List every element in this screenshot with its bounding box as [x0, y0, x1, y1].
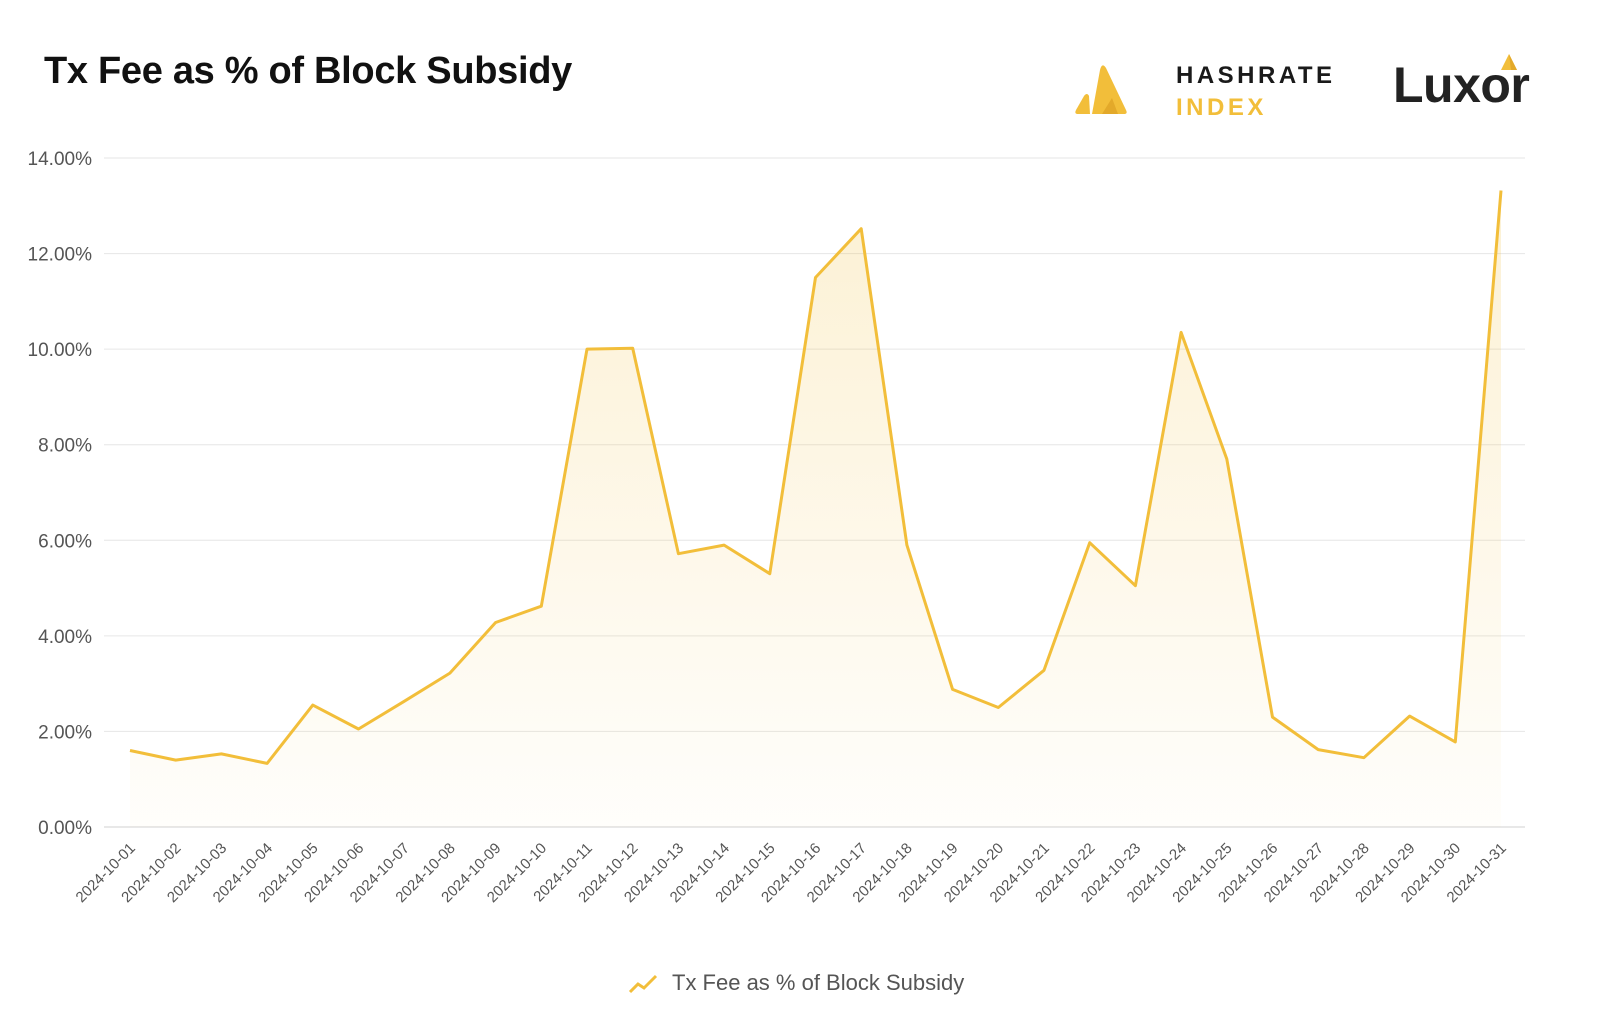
chart-title: Tx Fee as % of Block Subsidy [44, 50, 572, 92]
y-tick-label: 10.00% [28, 340, 93, 361]
y-tick-label: 6.00% [38, 531, 92, 552]
series-area [130, 190, 1501, 827]
hashrate-index-logo: HASHRATE INDEX [1075, 56, 1348, 126]
y-tick-label: 0.00% [38, 818, 92, 839]
hashrate-index-logo-icon [1075, 65, 1127, 114]
legend[interactable]: Tx Fee as % of Block Subsidy [628, 968, 964, 998]
index-text: INDEX [1176, 94, 1267, 121]
y-tick-label: 2.00% [38, 722, 92, 743]
hashrate-text: HASHRATE [1176, 62, 1336, 89]
series-line [129, 190, 1503, 765]
luxor-logo: Luxor [1393, 54, 1583, 126]
y-tick-label: 14.00% [28, 149, 93, 170]
legend-line-icon [628, 974, 658, 994]
luxor-triangle-icon [1501, 54, 1517, 70]
y-tick-label: 12.00% [28, 245, 93, 266]
y-tick-label: 4.00% [38, 627, 92, 648]
y-tick-label: 8.00% [38, 436, 92, 457]
legend-label: Tx Fee as % of Block Subsidy [672, 970, 965, 995]
